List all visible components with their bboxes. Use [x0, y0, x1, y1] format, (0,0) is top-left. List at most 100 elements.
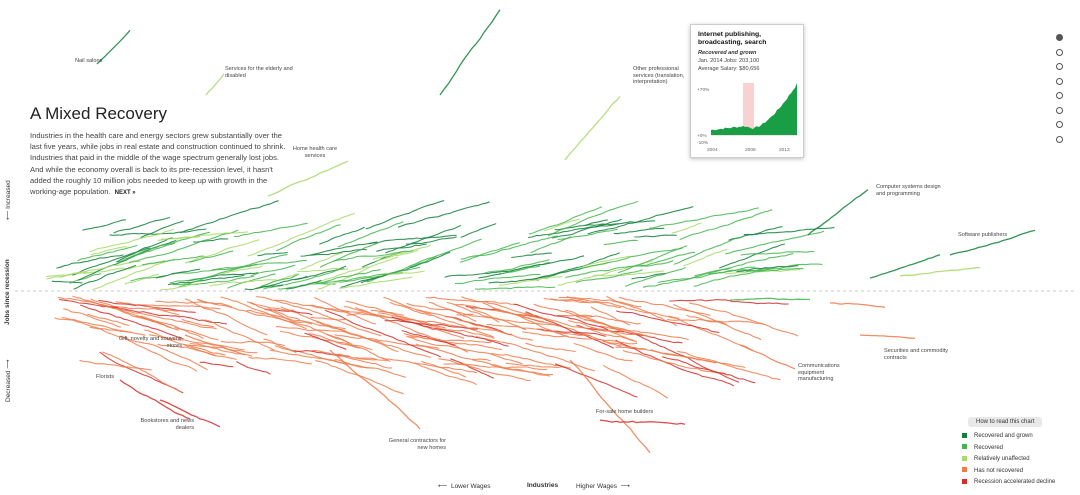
- industry-series-line[interactable]: [406, 335, 493, 344]
- industry-series-line[interactable]: [590, 327, 650, 338]
- industry-series-line[interactable]: [454, 273, 541, 285]
- industry-series-line[interactable]: [180, 200, 279, 234]
- industry-series-line[interactable]: [146, 305, 181, 316]
- industry-series-line[interactable]: [337, 221, 404, 248]
- industry-series-line[interactable]: [51, 280, 83, 284]
- industry-series-line[interactable]: [617, 245, 688, 274]
- industry-series-line[interactable]: [425, 296, 519, 306]
- industry-series-line[interactable]: [671, 222, 702, 234]
- industry-series-line[interactable]: [125, 242, 176, 260]
- industry-series-line[interactable]: [389, 301, 494, 338]
- slide-dot[interactable]: [1056, 77, 1063, 85]
- industry-series-line[interactable]: [528, 206, 603, 235]
- slide-dot[interactable]: [1056, 34, 1063, 41]
- slide-dot[interactable]: [1056, 48, 1063, 56]
- industry-series-line[interactable]: [311, 350, 377, 360]
- industry-series-line[interactable]: [556, 314, 593, 317]
- industry-series-line[interactable]: [377, 270, 425, 276]
- industry-series-line[interactable]: [92, 258, 176, 291]
- industry-series-line[interactable]: [719, 243, 786, 269]
- industry-series-line[interactable]: [686, 314, 727, 326]
- industry-series-line[interactable]: [575, 269, 643, 283]
- industry-series-line[interactable]: [415, 343, 491, 362]
- industry-series-line[interactable]: [668, 315, 754, 352]
- industry-series-line[interactable]: [324, 309, 442, 358]
- industry-series-line[interactable]: [209, 279, 277, 287]
- industry-series-line[interactable]: [140, 220, 184, 239]
- industry-series-line[interactable]: [267, 308, 301, 321]
- industry-series-line[interactable]: [446, 301, 548, 321]
- industry-series-line[interactable]: [46, 260, 141, 278]
- industry-series-line[interactable]: [450, 358, 495, 379]
- industry-series-line[interactable]: [413, 362, 477, 386]
- industry-series-line[interactable]: [743, 226, 835, 236]
- industry-series-line[interactable]: [279, 330, 373, 351]
- industry-series-line[interactable]: [408, 336, 523, 365]
- industry-series-line[interactable]: [673, 235, 745, 265]
- industry-series-line[interactable]: [219, 265, 264, 274]
- industry-series-line[interactable]: [606, 295, 677, 327]
- industry-series-line[interactable]: [650, 348, 746, 369]
- industry-series-line[interactable]: [167, 274, 245, 286]
- industry-series-line[interactable]: [116, 247, 151, 263]
- series-florists[interactable]: [119, 379, 191, 420]
- industry-series-line[interactable]: [286, 279, 322, 290]
- industry-series-line[interactable]: [456, 314, 560, 327]
- industry-series-line[interactable]: [319, 226, 365, 245]
- industry-series-line[interactable]: [236, 361, 271, 375]
- legend-title[interactable]: How to read this chart: [968, 417, 1043, 427]
- series-other-professional[interactable]: [564, 96, 621, 161]
- industry-series-line[interactable]: [547, 200, 639, 237]
- industry-series-line[interactable]: [557, 228, 618, 241]
- industry-series-line[interactable]: [355, 357, 388, 361]
- industry-series-line[interactable]: [339, 276, 413, 289]
- industry-series-line[interactable]: [291, 350, 351, 358]
- industry-series-line[interactable]: [740, 250, 815, 256]
- industry-series-line[interactable]: [124, 273, 159, 285]
- industry-series-line[interactable]: [543, 297, 588, 303]
- industry-series-line[interactable]: [61, 316, 169, 352]
- industry-series-line[interactable]: [63, 308, 121, 328]
- industry-series-line[interactable]: [144, 329, 217, 357]
- industry-series-line[interactable]: [273, 299, 382, 337]
- industry-series-line[interactable]: [186, 272, 259, 282]
- industry-series-line[interactable]: [460, 223, 497, 238]
- industry-series-line[interactable]: [73, 264, 137, 290]
- industry-series-line[interactable]: [482, 302, 569, 337]
- industry-series-line[interactable]: [160, 283, 201, 291]
- industry-series-line[interactable]: [115, 301, 221, 310]
- industry-series-line[interactable]: [368, 234, 457, 245]
- industry-series-line[interactable]: [483, 259, 550, 274]
- industry-series-line[interactable]: [204, 319, 275, 351]
- industry-series-line[interactable]: [421, 360, 467, 378]
- industry-series-line[interactable]: [308, 333, 362, 349]
- industry-series-line[interactable]: [275, 224, 341, 252]
- industry-series-line[interactable]: [524, 312, 635, 342]
- industry-series-line[interactable]: [189, 250, 234, 263]
- industry-series-line[interactable]: [558, 296, 642, 308]
- industry-series-line[interactable]: [120, 335, 198, 372]
- industry-series-line[interactable]: [263, 338, 297, 354]
- industry-series-line[interactable]: [107, 306, 227, 325]
- industry-series-line[interactable]: [639, 251, 696, 267]
- industry-series-line[interactable]: [544, 218, 580, 232]
- industry-series-line[interactable]: [683, 248, 728, 267]
- industry-series-line[interactable]: [694, 253, 794, 277]
- industry-series-line[interactable]: [250, 301, 350, 345]
- industry-series-line[interactable]: [82, 219, 126, 231]
- industry-series-line[interactable]: [525, 342, 576, 353]
- industry-series-line[interactable]: [491, 364, 547, 371]
- industry-series-line[interactable]: [615, 346, 647, 350]
- industry-series-line[interactable]: [69, 273, 102, 284]
- industry-series-line[interactable]: [613, 227, 665, 235]
- industry-series-line[interactable]: [522, 331, 638, 345]
- industry-series-line[interactable]: [345, 300, 447, 329]
- industry-series-line[interactable]: [401, 330, 456, 346]
- industry-series-line[interactable]: [622, 350, 726, 375]
- industry-series-line[interactable]: [565, 260, 674, 279]
- industry-series-line[interactable]: [275, 326, 348, 334]
- industry-series-line[interactable]: [375, 249, 418, 262]
- industry-series-line[interactable]: [513, 303, 609, 331]
- industry-series-line[interactable]: [378, 312, 495, 339]
- industry-series-line[interactable]: [397, 201, 490, 228]
